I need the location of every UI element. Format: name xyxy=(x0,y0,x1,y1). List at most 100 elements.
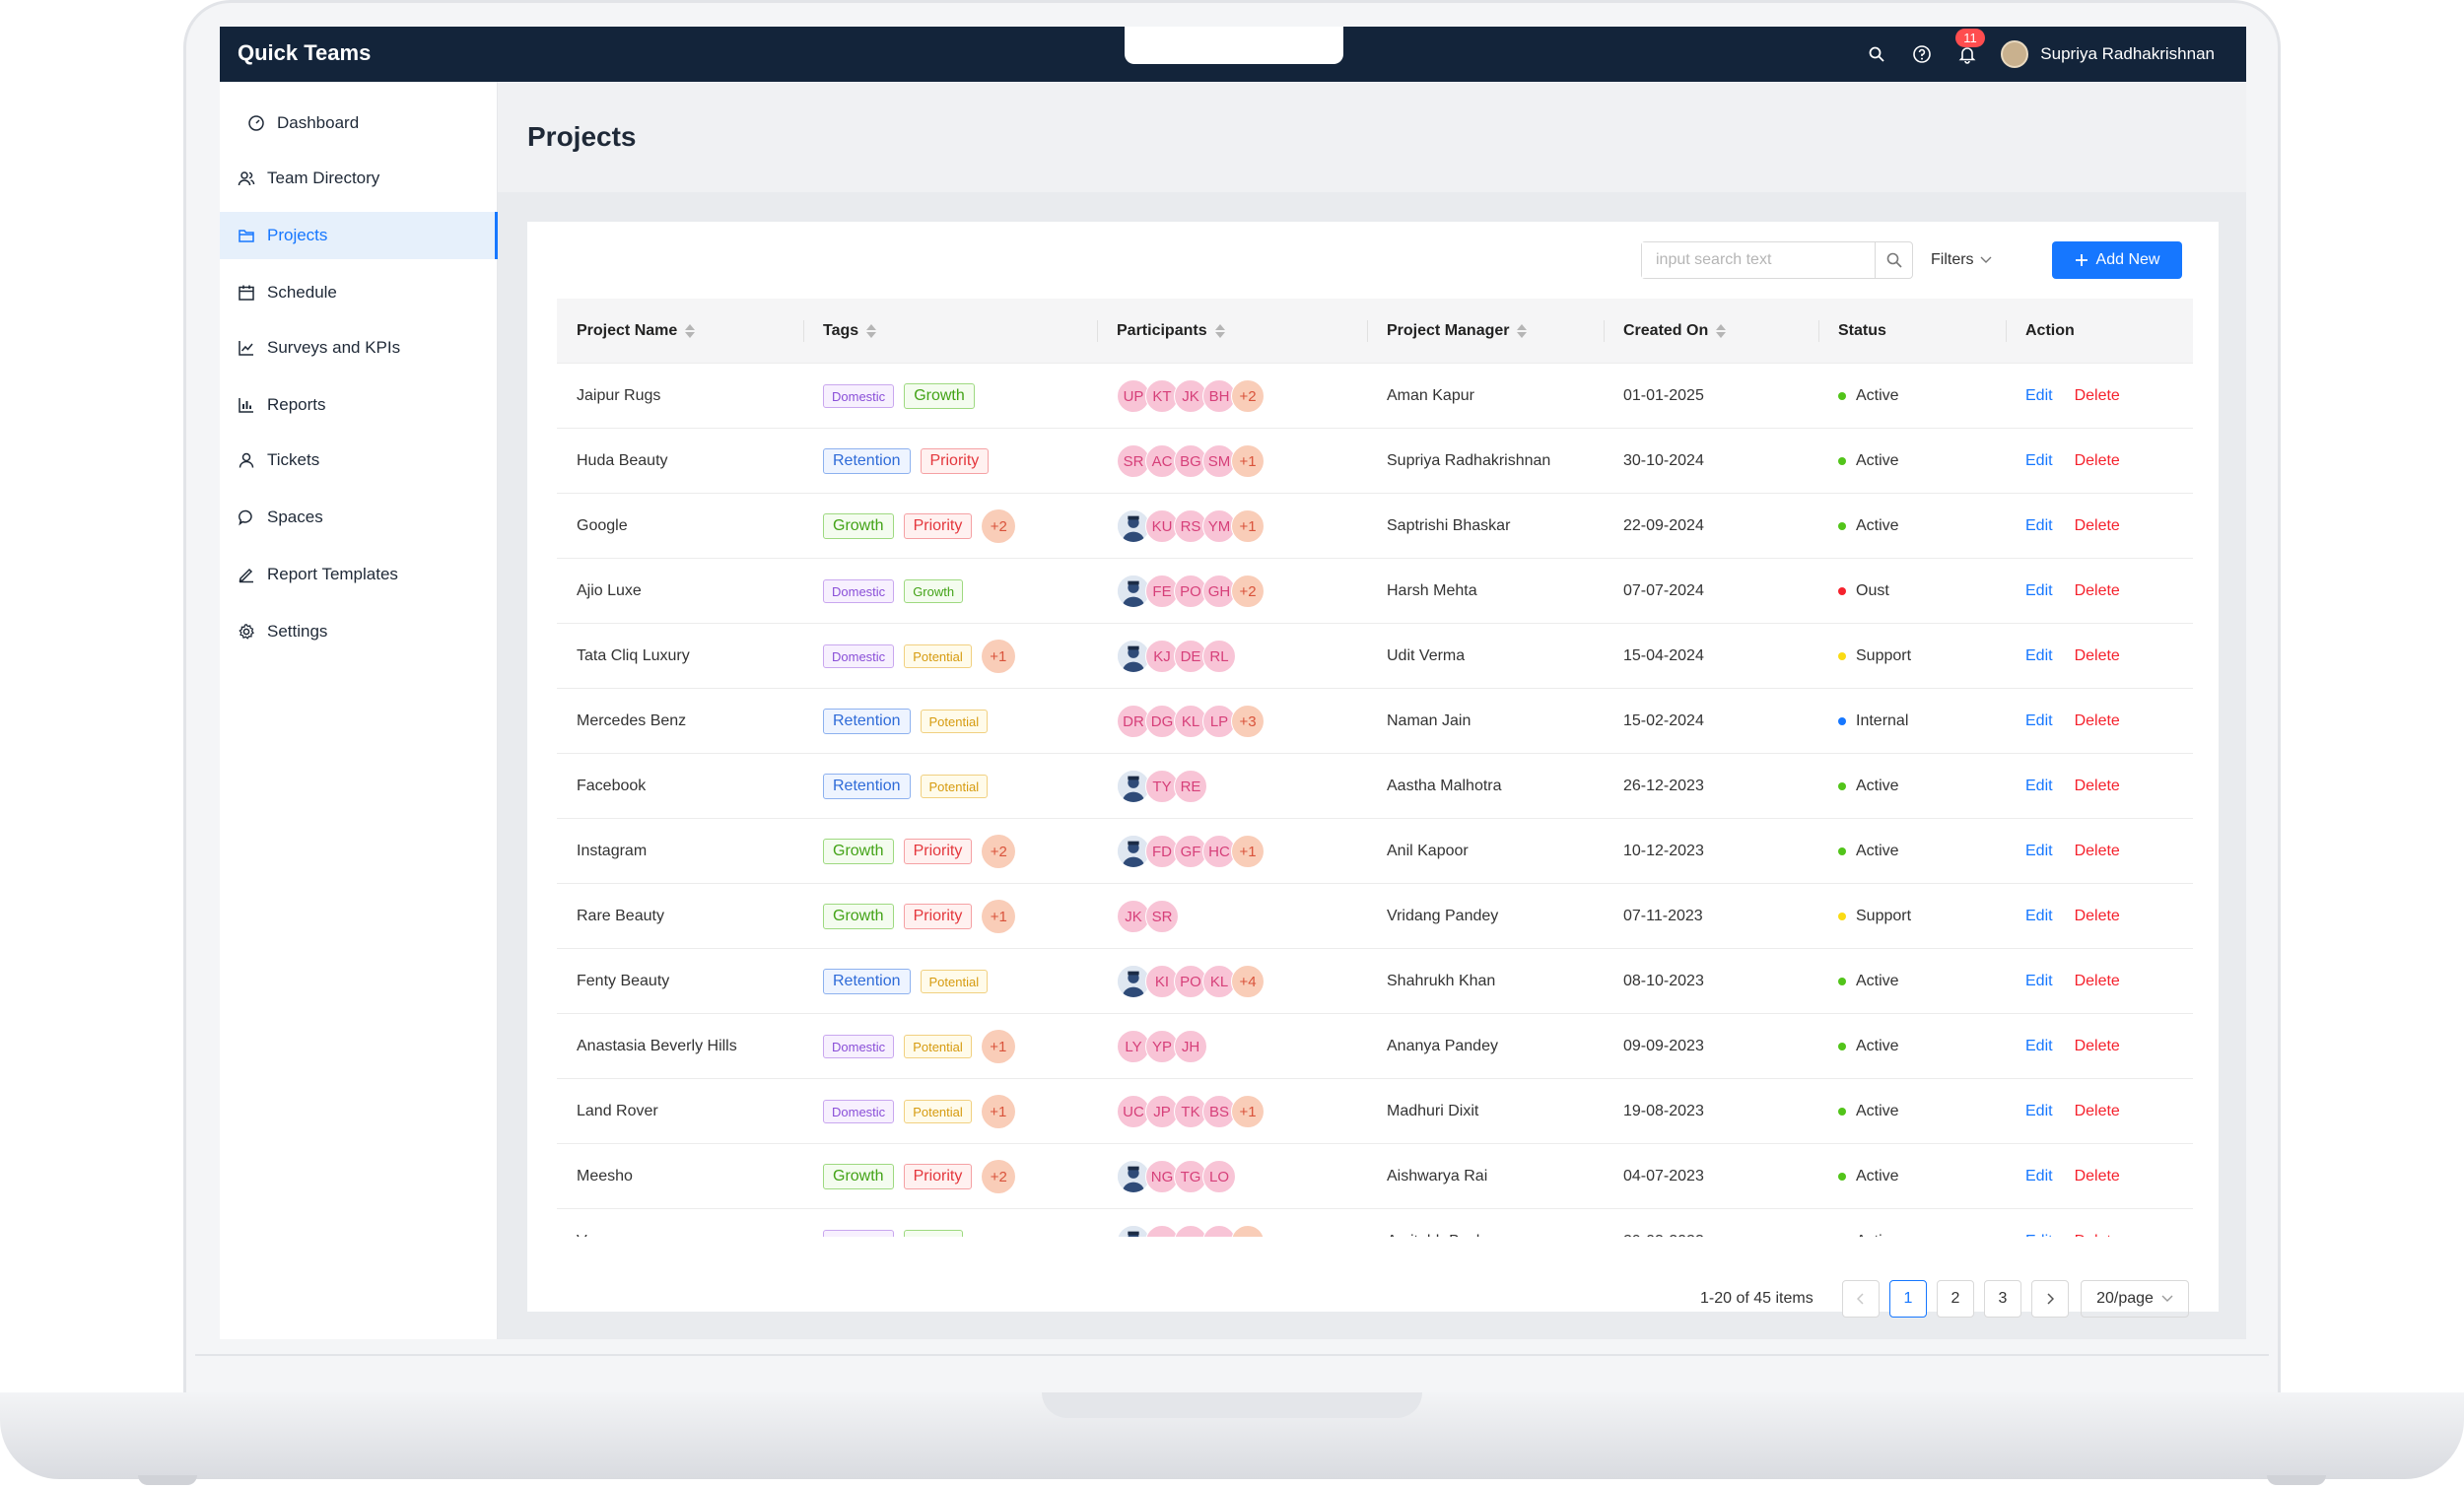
participant-avatar[interactable]: KJ xyxy=(1145,640,1179,673)
participant-avatar[interactable]: RE xyxy=(1174,770,1207,803)
delete-link[interactable]: Delete xyxy=(2074,712,2120,729)
edit-link[interactable]: Edit xyxy=(2025,647,2053,664)
user-name[interactable]: Supriya Radhakrishnan xyxy=(2040,44,2215,63)
participant-avatar[interactable]: JK xyxy=(1174,379,1207,413)
participant-avatar[interactable]: LO xyxy=(1202,1160,1236,1193)
participant-avatar[interactable]: AC xyxy=(1145,444,1179,478)
participant-avatar[interactable]: PO xyxy=(1174,575,1207,608)
project-name[interactable]: Instagram xyxy=(577,843,648,859)
delete-link[interactable]: Delete xyxy=(2075,1233,2120,1237)
project-name[interactable]: Rare Beauty xyxy=(577,908,664,924)
user-avatar[interactable] xyxy=(2001,40,2029,68)
participant-avatar[interactable]: JP xyxy=(1145,1095,1179,1128)
more-participants-badge[interactable]: +1 xyxy=(1231,444,1265,478)
participant-photo-avatar[interactable] xyxy=(1117,575,1150,608)
column-header-created-on[interactable]: Created On xyxy=(1623,299,1727,364)
more-tags-badge[interactable]: +2 xyxy=(982,835,1016,868)
project-name[interactable]: Vyaapar xyxy=(577,1209,635,1237)
edit-link[interactable]: Edit xyxy=(2025,452,2053,469)
more-tags-badge[interactable]: +1 xyxy=(982,900,1016,933)
sort-icon[interactable] xyxy=(1517,324,1528,338)
sidebar-item-reports[interactable]: Reports xyxy=(220,381,498,429)
prev-page-button[interactable] xyxy=(1842,1280,1880,1318)
more-tags-badge[interactable]: +1 xyxy=(981,1030,1015,1063)
participant-photo-avatar[interactable] xyxy=(1117,770,1150,803)
edit-link[interactable]: Edit xyxy=(2025,387,2053,404)
project-name[interactable]: Meesho xyxy=(577,1168,633,1184)
more-participants-badge[interactable]: +2 xyxy=(1231,575,1265,608)
participant-avatar[interactable]: KU xyxy=(1145,509,1179,543)
more-participants-badge[interactable]: +4 xyxy=(1231,965,1265,998)
participant-avatar[interactable]: BG xyxy=(1174,444,1207,478)
edit-link[interactable]: Edit xyxy=(2025,1038,2053,1054)
participant-avatar[interactable]: DG xyxy=(1145,705,1179,738)
sort-icon[interactable] xyxy=(866,324,877,338)
participant-avatar[interactable]: KT xyxy=(1145,379,1179,413)
edit-link[interactable]: Edit xyxy=(2025,843,2053,859)
edit-link[interactable]: Edit xyxy=(2025,712,2053,729)
participant-avatar[interactable]: LY xyxy=(1117,1030,1150,1063)
more-participants-badge[interactable]: +3 xyxy=(1231,705,1265,738)
project-name[interactable]: Google xyxy=(577,517,628,534)
add-new-button[interactable]: Add New xyxy=(2052,241,2182,279)
search-icon[interactable] xyxy=(1865,42,1888,66)
delete-link[interactable]: Delete xyxy=(2074,387,2120,404)
participant-avatar[interactable]: YM xyxy=(1202,509,1236,543)
participant-avatar[interactable]: RL xyxy=(1202,640,1236,673)
sidebar-item-surveys-and-kpis[interactable]: Surveys and KPIs xyxy=(220,324,498,372)
participant-avatar[interactable]: TY xyxy=(1145,770,1179,803)
search-button[interactable] xyxy=(1875,242,1912,278)
participant-avatar[interactable]: TI xyxy=(1145,1225,1179,1237)
page-3-button[interactable]: 3 xyxy=(1984,1280,2021,1318)
participant-avatar[interactable]: JH xyxy=(1174,1030,1207,1063)
edit-link[interactable]: Edit xyxy=(2025,1103,2053,1119)
sidebar-item-spaces[interactable]: Spaces xyxy=(220,494,498,541)
participant-avatar[interactable]: KL xyxy=(1174,1225,1207,1237)
project-name[interactable]: Huda Beauty xyxy=(577,452,668,469)
participant-avatar[interactable]: NG xyxy=(1145,1160,1179,1193)
edit-link[interactable]: Edit xyxy=(2025,517,2053,534)
sidebar-item-tickets[interactable]: Tickets xyxy=(220,437,498,484)
column-header-tags[interactable]: Tags xyxy=(823,299,877,364)
participant-avatar[interactable]: BH xyxy=(1202,379,1236,413)
delete-link[interactable]: Delete xyxy=(2074,647,2120,664)
edit-link[interactable]: Edit xyxy=(2025,1233,2053,1237)
sidebar-item-team-directory[interactable]: Team Directory xyxy=(220,155,498,202)
delete-link[interactable]: Delete xyxy=(2074,517,2120,534)
participant-avatar[interactable]: SM xyxy=(1202,444,1236,478)
filters-dropdown[interactable]: Filters xyxy=(1931,241,1992,279)
project-name[interactable]: Land Rover xyxy=(577,1103,658,1119)
participant-avatar[interactable]: SR xyxy=(1117,444,1150,478)
participant-avatar[interactable]: SR xyxy=(1145,900,1179,933)
project-name[interactable]: Fenty Beauty xyxy=(577,973,670,989)
project-name[interactable]: Anastasia Beverly Hills xyxy=(577,1038,737,1054)
delete-link[interactable]: Delete xyxy=(2074,1103,2120,1119)
edit-link[interactable]: Edit xyxy=(2025,908,2053,924)
participant-avatar[interactable]: UC xyxy=(1117,1095,1150,1128)
sidebar-item-projects[interactable]: Projects xyxy=(220,212,498,259)
delete-link[interactable]: Delete xyxy=(2074,582,2120,599)
delete-link[interactable]: Delete xyxy=(2074,973,2120,989)
sidebar-item-report-templates[interactable]: Report Templates xyxy=(220,551,498,598)
participant-avatar[interactable]: UP xyxy=(1117,379,1150,413)
participant-photo-avatar[interactable] xyxy=(1117,835,1150,868)
participant-avatar[interactable]: FD xyxy=(1145,835,1179,868)
participant-avatar[interactable]: OP xyxy=(1202,1225,1236,1237)
more-participants-badge[interactable]: +1 xyxy=(1231,835,1265,868)
more-tags-badge[interactable]: +1 xyxy=(981,640,1015,673)
project-name[interactable]: Tata Cliq Luxury xyxy=(577,647,690,664)
sidebar-item-settings[interactable]: Settings xyxy=(220,608,498,655)
delete-link[interactable]: Delete xyxy=(2074,908,2120,924)
edit-link[interactable]: Edit xyxy=(2025,582,2053,599)
more-tags-badge[interactable]: +2 xyxy=(982,509,1016,543)
delete-link[interactable]: Delete xyxy=(2074,1168,2120,1184)
more-tags-badge[interactable]: +1 xyxy=(981,1095,1015,1128)
edit-link[interactable]: Edit xyxy=(2025,778,2053,794)
more-participants-badge[interactable]: +1 xyxy=(1231,1095,1265,1128)
delete-link[interactable]: Delete xyxy=(2074,778,2120,794)
next-page-button[interactable] xyxy=(2031,1280,2069,1318)
participant-avatar[interactable]: HC xyxy=(1202,835,1236,868)
more-participants-badge[interactable]: +1 xyxy=(1231,1225,1265,1237)
project-name[interactable]: Facebook xyxy=(577,778,647,794)
more-participants-badge[interactable]: +1 xyxy=(1231,509,1265,543)
